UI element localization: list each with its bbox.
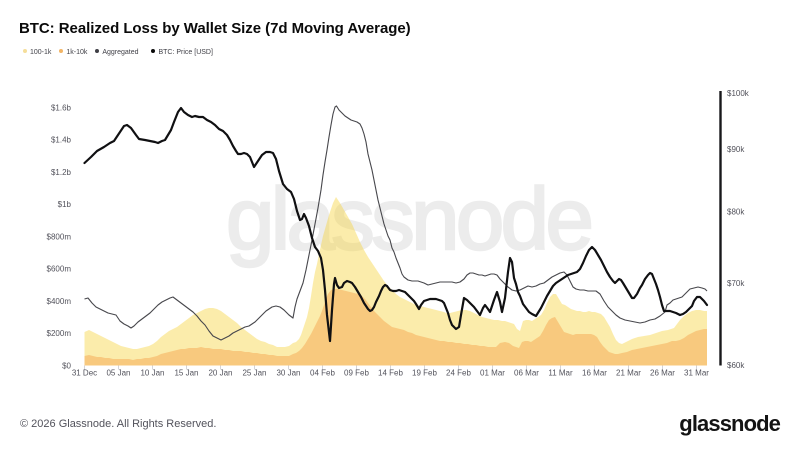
svg-text:$800m: $800m bbox=[47, 232, 72, 241]
svg-text:$60k: $60k bbox=[727, 361, 745, 370]
svg-text:21 Mar: 21 Mar bbox=[616, 369, 641, 378]
svg-text:$100k: $100k bbox=[727, 89, 750, 98]
svg-text:31 Dec: 31 Dec bbox=[72, 369, 97, 378]
svg-text:$0: $0 bbox=[62, 361, 71, 370]
svg-text:20 Jan: 20 Jan bbox=[208, 369, 232, 378]
svg-text:$400m: $400m bbox=[47, 297, 72, 306]
svg-text:$1.2b: $1.2b bbox=[51, 168, 72, 177]
svg-text:$1b: $1b bbox=[58, 200, 72, 209]
svg-text:19 Feb: 19 Feb bbox=[412, 369, 437, 378]
svg-text:15 Jan: 15 Jan bbox=[174, 369, 198, 378]
svg-text:$70k: $70k bbox=[727, 279, 745, 288]
svg-text:06 Mar: 06 Mar bbox=[514, 369, 539, 378]
svg-text:24 Feb: 24 Feb bbox=[446, 369, 471, 378]
svg-text:10 Jan: 10 Jan bbox=[140, 369, 164, 378]
svg-text:09 Feb: 09 Feb bbox=[344, 369, 369, 378]
svg-text:$200m: $200m bbox=[47, 329, 72, 338]
svg-text:$1.4b: $1.4b bbox=[51, 136, 72, 145]
svg-text:26 Mar: 26 Mar bbox=[650, 369, 675, 378]
svg-text:01 Mar: 01 Mar bbox=[480, 369, 505, 378]
svg-text:30 Jan: 30 Jan bbox=[276, 369, 300, 378]
svg-text:$90k: $90k bbox=[727, 145, 745, 154]
svg-text:$80k: $80k bbox=[727, 208, 745, 217]
svg-text:11 Mar: 11 Mar bbox=[548, 369, 573, 378]
svg-text:16 Mar: 16 Mar bbox=[582, 369, 607, 378]
svg-text:14 Feb: 14 Feb bbox=[378, 369, 403, 378]
svg-text:25 Jan: 25 Jan bbox=[242, 369, 266, 378]
svg-text:$600m: $600m bbox=[47, 265, 72, 274]
svg-text:31 Mar: 31 Mar bbox=[684, 369, 709, 378]
svg-text:04 Feb: 04 Feb bbox=[310, 369, 335, 378]
svg-text:05 Jan: 05 Jan bbox=[106, 369, 130, 378]
svg-text:$1.6b: $1.6b bbox=[51, 103, 72, 112]
